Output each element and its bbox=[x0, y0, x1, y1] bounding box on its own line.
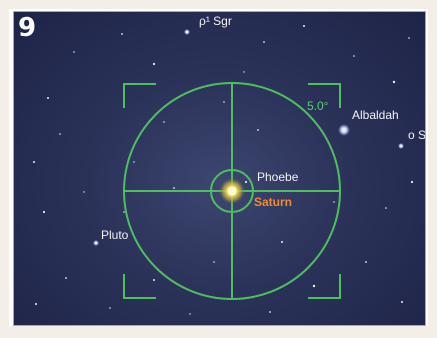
label-saturn: Saturn bbox=[254, 195, 293, 209]
bracket-top-right bbox=[308, 83, 341, 108]
bracket-top-left bbox=[123, 83, 156, 108]
label-field-of-view: 5.0° bbox=[307, 99, 329, 113]
bracket-bottom-right bbox=[308, 274, 341, 299]
label-rho-sgr: ρ¹ Sgr bbox=[199, 14, 232, 28]
label-pluto: Pluto bbox=[101, 228, 129, 242]
reticle-inner-circle bbox=[210, 169, 254, 213]
label-omicron-sgr: o S bbox=[408, 128, 426, 142]
bracket-bottom-left bbox=[123, 274, 156, 299]
panel-number: 9 bbox=[18, 13, 37, 43]
saturn-icon bbox=[219, 178, 245, 204]
label-albaldah: Albaldah bbox=[352, 108, 399, 122]
star-map bbox=[33, 25, 414, 315]
phoebe-marker bbox=[245, 181, 247, 183]
background-stars bbox=[33, 25, 414, 315]
star-field: 9 ρ¹ Sgr Albaldah o S Phoebe Saturn Plut… bbox=[13, 11, 426, 326]
label-phoebe: Phoebe bbox=[257, 170, 299, 184]
